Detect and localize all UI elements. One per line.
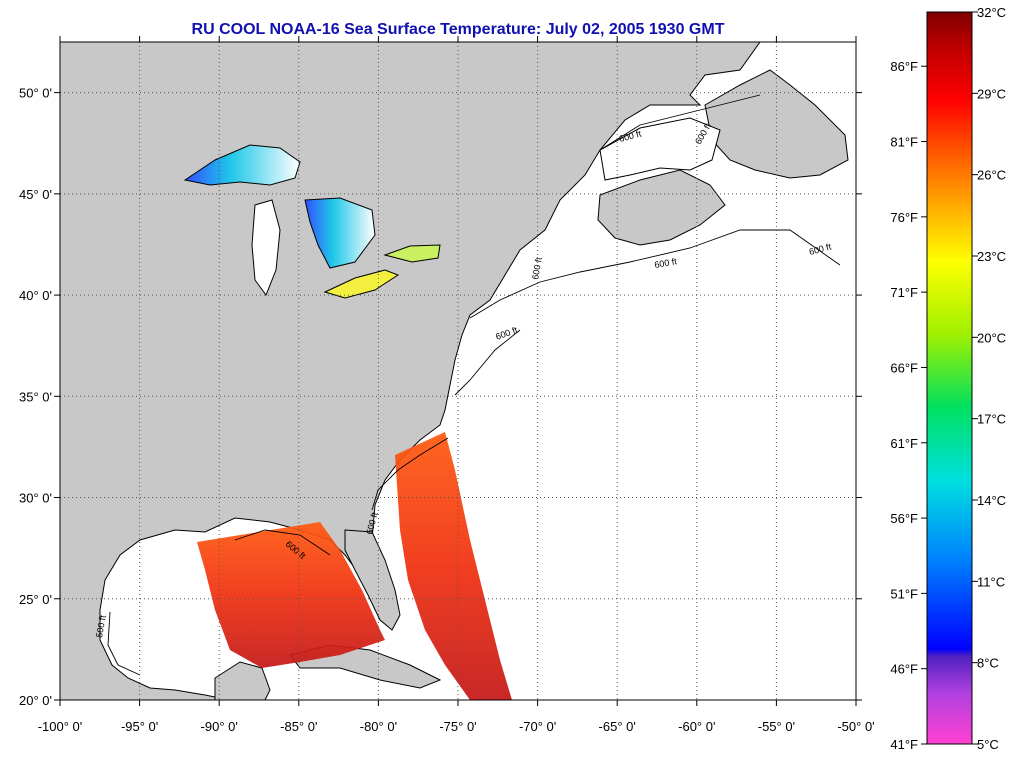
colorbar-label-c: 17°C: [977, 412, 1006, 427]
lake-huron: [304, 197, 376, 269]
isobath-contours: [107, 94, 841, 676]
lat-tick-label: 45° 0': [19, 187, 52, 202]
lon-tick-label: -55° 0': [758, 719, 795, 734]
colorbar-label-f: 76°F: [890, 210, 918, 225]
colorbar-label-f: 61°F: [890, 436, 918, 451]
lon-tick-label: -80° 0': [360, 719, 397, 734]
sst-swath-atlantic: [395, 432, 512, 700]
lake-superior: [183, 144, 301, 186]
colorbar-label-f: 81°F: [890, 135, 918, 150]
colorbar-label-f: 71°F: [890, 285, 918, 300]
colorbar-label-f: 51°F: [890, 586, 918, 601]
lon-tick-label: -100° 0': [38, 719, 83, 734]
colorbar-label-f: 41°F: [890, 737, 918, 752]
figure-title: RU COOL NOAA-16 Sea Surface Temperature:…: [191, 21, 725, 38]
colorbar-label-f: 46°F: [890, 662, 918, 677]
lon-tick-label: -50° 0': [837, 719, 874, 734]
lon-tick-label: -90° 0': [201, 719, 238, 734]
isobath-label: 600 ft: [654, 256, 678, 270]
lake-ontario: [383, 244, 441, 263]
colorbar-label-c: 20°C: [977, 330, 1006, 345]
lake-michigan: [251, 199, 281, 297]
colorbar-ticks: 32°C 29°C 26°C 23°C 20°C 17°C 14°C 11°C 8°C 5°C 86…: [890, 5, 1006, 752]
land-yucatan: [214, 661, 271, 700]
lat-tick-label: 40° 0': [19, 288, 52, 303]
land-florida: [344, 529, 401, 631]
lon-tick-label: -60° 0': [678, 719, 715, 734]
gulf-st-lawrence: [599, 117, 721, 181]
graticule: [60, 42, 856, 700]
colorbar-label-f: 86°F: [890, 59, 918, 74]
map-axes: -100° 0' -95° 0' -90° 0' -85° 0' -80° 0' -75°…: [19, 36, 875, 734]
colorbar-label-f: 66°F: [890, 360, 918, 375]
lake-erie: [323, 269, 400, 299]
colorbar-label-c: 14°C: [977, 493, 1006, 508]
colorbar-label-c: 29°C: [977, 86, 1006, 101]
lon-tick-label: -95° 0': [121, 719, 158, 734]
lat-tick-label: 35° 0': [19, 389, 52, 404]
lat-tick-label: 50° 0': [19, 86, 52, 101]
colorbar-label-c: 5°C: [977, 737, 999, 752]
lat-tick-label: 30° 0': [19, 491, 52, 506]
land-maritimes: [597, 169, 726, 246]
lat-tick-label: 20° 0': [19, 693, 52, 708]
colorbar-label-c: 8°C: [977, 656, 999, 671]
land-newfoundland: [704, 69, 849, 179]
lon-tick-label: -85° 0': [280, 719, 317, 734]
colorbar-label-c: 23°C: [977, 249, 1006, 264]
colorbar-label-c: 26°C: [977, 168, 1006, 183]
colorbar-label-c: 11°C: [977, 574, 1005, 589]
colorbar-label-c: 32°C: [977, 5, 1006, 20]
lon-tick-label: -70° 0': [519, 719, 556, 734]
lon-tick-label: -65° 0': [599, 719, 636, 734]
lon-tick-label: -75° 0': [439, 719, 476, 734]
isobath-label: 600 ft: [530, 256, 544, 280]
sst-swath-gulf: [197, 522, 385, 668]
isobath-label: 500 ft: [94, 614, 108, 638]
colorbar-label-f: 56°F: [890, 511, 918, 526]
lat-tick-label: 25° 0': [19, 592, 52, 607]
colorbar: [926, 11, 973, 745]
